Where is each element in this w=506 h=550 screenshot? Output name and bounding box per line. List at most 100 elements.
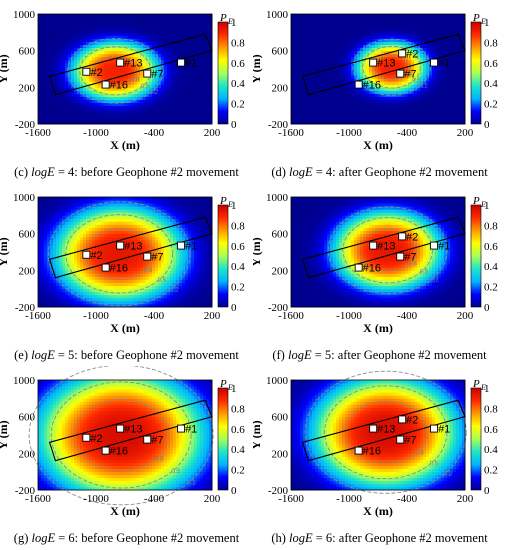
- heatmap-cell: [444, 72, 448, 76]
- heatmap-cell: [86, 81, 90, 85]
- heatmap-cell: [411, 32, 415, 36]
- heatmap-cell: [417, 14, 421, 18]
- heatmap-cell: [354, 29, 358, 33]
- heatmap-cell: [197, 93, 201, 97]
- heatmap-cell: [128, 117, 132, 122]
- heatmap-cell: [453, 26, 457, 30]
- heatmap-cell: [65, 99, 69, 104]
- heatmap-cell: [101, 56, 105, 61]
- heatmap-cell: [74, 111, 78, 116]
- heatmap-cell: [71, 93, 75, 97]
- heatmap-cell: [387, 111, 391, 116]
- heatmap-cell: [197, 23, 201, 27]
- heatmap-cell: [116, 41, 120, 45]
- heatmap-cell: [429, 72, 433, 76]
- heatmap-cell: [420, 32, 424, 36]
- heatmap-cell: [453, 102, 457, 107]
- heatmap-cell: [324, 108, 328, 113]
- heatmap-cell: [113, 90, 117, 94]
- heatmap-cell: [179, 78, 183, 82]
- heatmap-cell: [333, 96, 337, 100]
- heatmap-cell: [297, 69, 301, 73]
- heatmap-cell: [146, 65, 150, 70]
- heatmap-cell: [417, 90, 421, 94]
- heatmap-cell: [405, 111, 409, 116]
- heatmap-cell: [86, 114, 90, 119]
- heatmap-cell: [95, 230, 99, 235]
- heatmap-cell: [122, 53, 126, 58]
- heatmap-cell: [95, 47, 99, 52]
- heatmap-cell: [41, 285, 45, 290]
- heatmap-cell: [372, 102, 376, 107]
- heatmap-cell: [146, 84, 150, 88]
- heatmap-cell: [363, 56, 367, 61]
- heatmap-cell: [393, 38, 397, 42]
- heatmap-cell: [462, 62, 466, 67]
- heatmap-cell: [158, 59, 162, 64]
- heatmap-cell: [432, 81, 436, 85]
- heatmap-cell: [306, 56, 310, 61]
- heatmap-cell: [152, 23, 156, 27]
- heatmap-cell: [396, 90, 400, 94]
- heatmap-cell: [92, 17, 96, 21]
- colorbar-tick-label: 0.6: [231, 58, 245, 70]
- heatmap-cell: [71, 105, 75, 110]
- heatmap-cell: [65, 285, 69, 290]
- heatmap-cell: [197, 111, 201, 116]
- heatmap-cell: [44, 56, 48, 61]
- heatmap-cell: [149, 14, 153, 18]
- heatmap-cell: [143, 99, 147, 104]
- heatmap-cell: [306, 47, 310, 52]
- heatmap-cell: [318, 53, 322, 58]
- heatmap-cell: [393, 47, 397, 52]
- heatmap-cell: [459, 47, 463, 52]
- heatmap-cell: [191, 87, 195, 91]
- heatmap-cell: [342, 93, 346, 97]
- heatmap-cell: [62, 23, 66, 27]
- heatmap-cell: [41, 221, 45, 225]
- heatmap-cell: [429, 102, 433, 107]
- heatmap-cell: [324, 44, 328, 49]
- heatmap-cell: [366, 32, 370, 36]
- heatmap-cell: [137, 93, 141, 97]
- heatmap-cell: [80, 282, 84, 287]
- heatmap-cell: [357, 14, 361, 18]
- heatmap-cell: [38, 288, 42, 293]
- heatmap-cell: [462, 56, 466, 61]
- heatmap-cell: [41, 90, 45, 94]
- heatmap-cell: [95, 93, 99, 97]
- heatmap-cell: [390, 72, 394, 76]
- heatmap-cell: [354, 96, 358, 100]
- heatmap-cell: [140, 75, 144, 79]
- heatmap-cell: [300, 26, 304, 30]
- heatmap-cell: [44, 218, 48, 222]
- heatmap-cell: [83, 59, 87, 64]
- heatmap-cell: [53, 35, 57, 39]
- heatmap-cell: [297, 23, 301, 27]
- heatmap-cell: [74, 282, 78, 287]
- heatmap-cell: [56, 221, 60, 225]
- heatmap-cell: [441, 35, 445, 39]
- heatmap-cell: [68, 29, 72, 33]
- heatmap-cell: [456, 78, 460, 82]
- heatmap-cell: [92, 81, 96, 85]
- heatmap-cell: [360, 32, 364, 36]
- heatmap-cell: [113, 44, 117, 49]
- heatmap-cell: [44, 72, 48, 76]
- heatmap-cell: [300, 20, 304, 24]
- station-marker: [101, 80, 110, 89]
- heatmap-cell: [330, 87, 334, 91]
- heatmap-cell: [333, 41, 337, 45]
- heatmap-cell: [167, 120, 171, 125]
- heatmap-cell: [50, 197, 54, 201]
- heatmap-cell: [65, 93, 69, 97]
- heatmap-cell: [426, 87, 430, 91]
- heatmap-cell: [149, 87, 153, 91]
- heatmap-cell: [53, 93, 57, 97]
- heatmap-cell: [155, 44, 159, 49]
- heatmap-cell: [122, 32, 126, 36]
- heatmap-cell: [423, 108, 427, 113]
- heatmap-cell: [77, 47, 81, 52]
- heatmap-cell: [92, 200, 96, 204]
- heatmap-cell: [140, 53, 144, 58]
